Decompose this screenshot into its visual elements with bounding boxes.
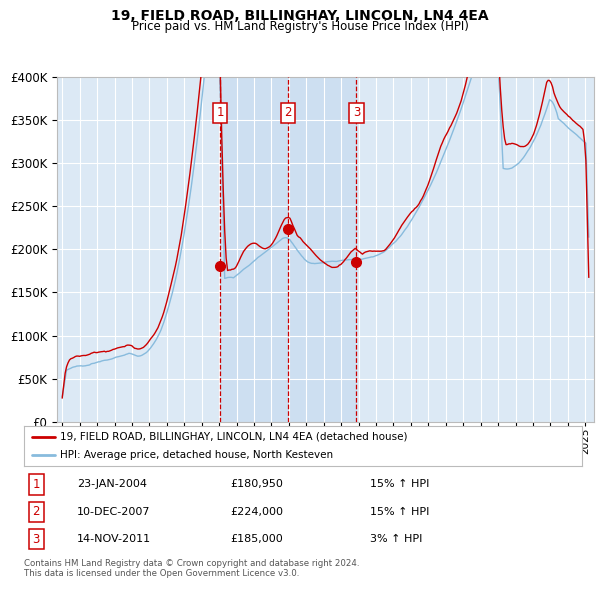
Text: HPI: Average price, detached house, North Kesteven: HPI: Average price, detached house, Nort… [60,450,334,460]
Text: £180,950: £180,950 [230,480,283,490]
Text: £224,000: £224,000 [230,507,283,517]
Text: 15% ↑ HPI: 15% ↑ HPI [370,507,430,517]
Text: 1: 1 [32,478,40,491]
Text: 14-NOV-2011: 14-NOV-2011 [77,534,151,544]
Text: Contains HM Land Registry data © Crown copyright and database right 2024.: Contains HM Land Registry data © Crown c… [24,559,359,568]
Text: 23-JAN-2004: 23-JAN-2004 [77,480,147,490]
Text: £185,000: £185,000 [230,534,283,544]
Text: 19, FIELD ROAD, BILLINGHAY, LINCOLN, LN4 4EA: 19, FIELD ROAD, BILLINGHAY, LINCOLN, LN4… [111,9,489,24]
Text: 2: 2 [284,106,292,119]
Text: This data is licensed under the Open Government Licence v3.0.: This data is licensed under the Open Gov… [24,569,299,578]
Text: 3: 3 [32,533,40,546]
Text: 15% ↑ HPI: 15% ↑ HPI [370,480,430,490]
Text: Price paid vs. HM Land Registry's House Price Index (HPI): Price paid vs. HM Land Registry's House … [131,20,469,33]
Text: 3% ↑ HPI: 3% ↑ HPI [370,534,422,544]
Bar [220,77,356,422]
Text: 2: 2 [32,505,40,519]
Text: 3: 3 [353,106,360,119]
Text: 19, FIELD ROAD, BILLINGHAY, LINCOLN, LN4 4EA (detached house): 19, FIELD ROAD, BILLINGHAY, LINCOLN, LN4… [60,432,408,442]
Text: 1: 1 [217,106,224,119]
Text: 10-DEC-2007: 10-DEC-2007 [77,507,151,517]
